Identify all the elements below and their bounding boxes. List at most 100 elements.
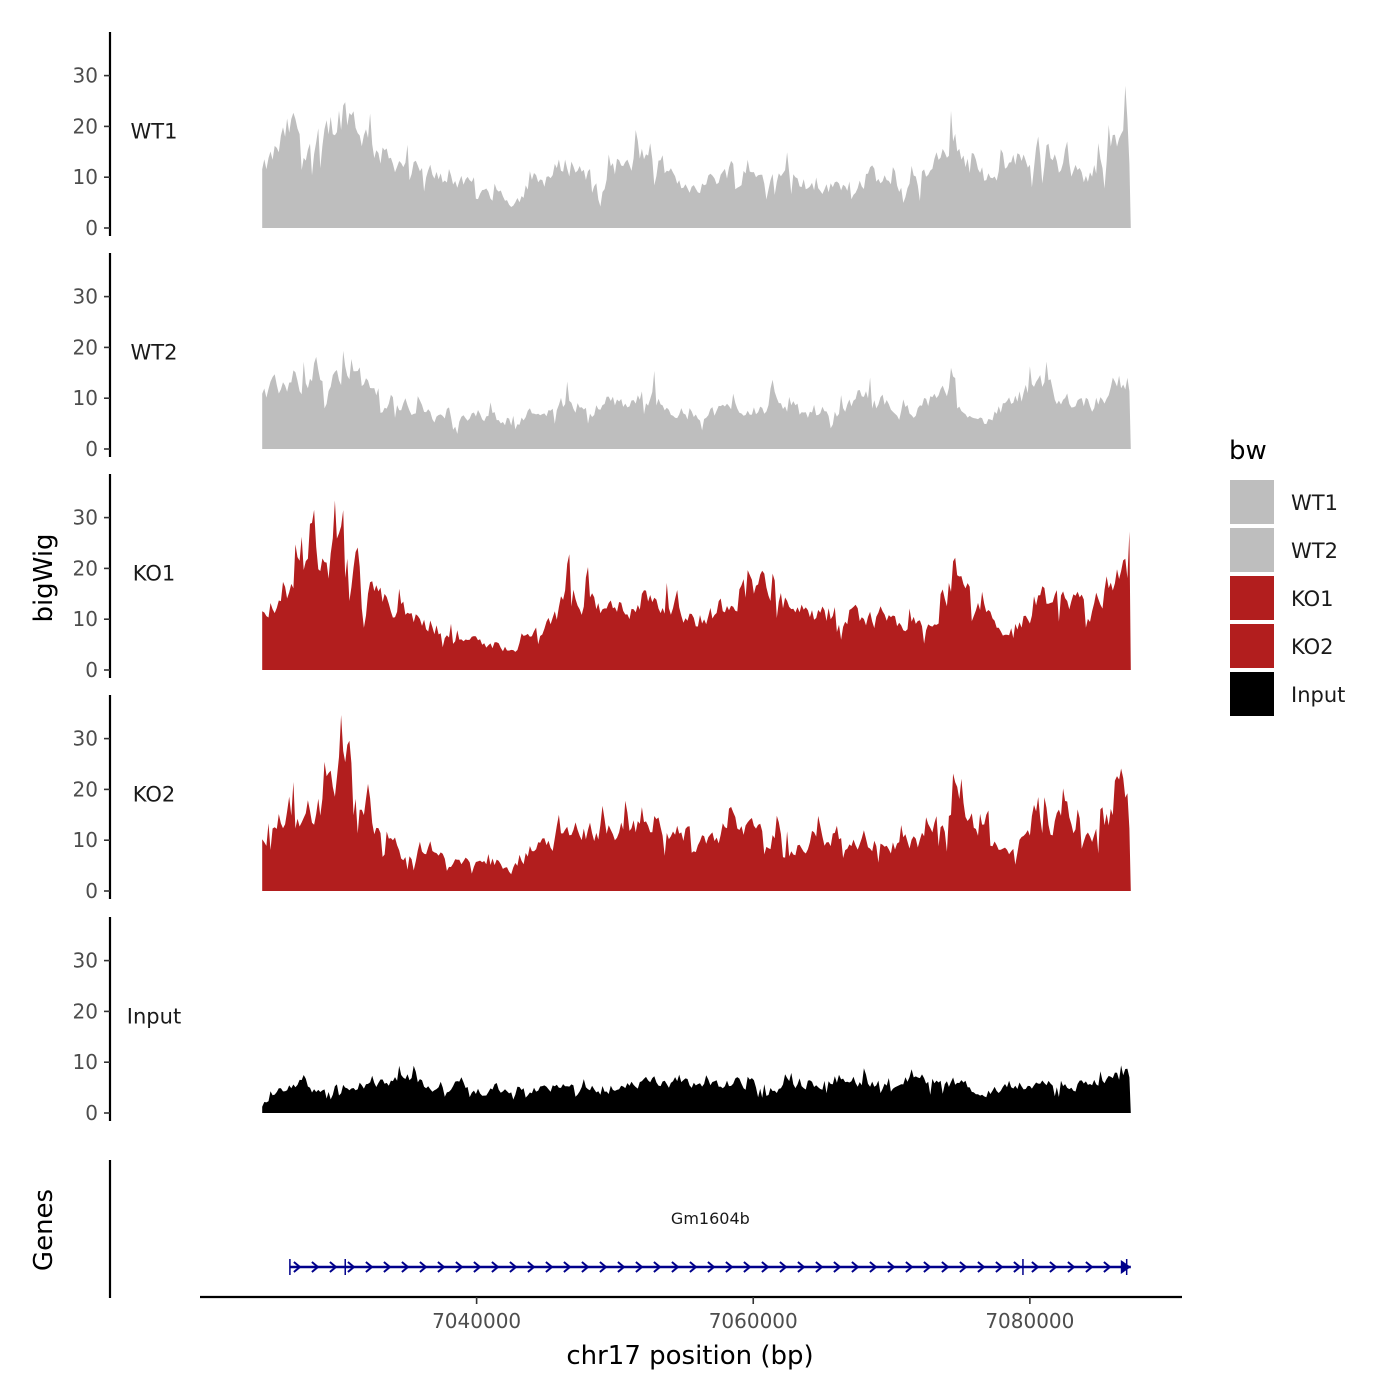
y-tick-label-input-0: 0 [85,1101,98,1125]
y-tick-label-ko1-20: 20 [73,556,98,580]
gene-strand-arrow [527,1261,536,1273]
gene-strand-arrow [311,1261,320,1273]
legend-key-ko2 [1230,624,1274,668]
track-input: 0 10 20 30 Input [73,917,1131,1125]
gene-strand-arrow [671,1261,680,1273]
gene-strand-arrow [401,1261,410,1273]
y-tick-label-ko1-30: 30 [73,506,98,530]
gene-strand-arrow [1031,1261,1040,1273]
y-tick-label-wt2-10: 10 [73,386,98,410]
gene-strand-arrow [581,1261,590,1273]
track-label-input: Input [127,1004,181,1028]
gene-strand-arrow [959,1261,968,1273]
legend-label-ko1: KO1 [1291,587,1334,611]
legend-key-ko1 [1230,576,1274,620]
gene-strand-arrow [617,1261,626,1273]
coverage-area-wt2 [262,350,1131,449]
gene-strand-arrow [473,1261,482,1273]
x-tick-label-7040000: 7040000 [432,1309,521,1333]
legend: WT1 WT2 KO1 KO2 Input [1230,480,1345,716]
gene-strand-arrow [797,1261,806,1273]
y-tick-label-wt1-30: 30 [73,64,98,88]
gene-strand-arrow [887,1261,896,1273]
y-tick-label-wt1-10: 10 [73,165,98,189]
gene-strand-arrow [761,1261,770,1273]
gene-strand-arrow [869,1261,878,1273]
gene-strand-arrow [455,1261,464,1273]
gene-strand-arrow [707,1261,716,1273]
x-axis: 7040000 7060000 7080000 [200,1295,1182,1333]
gene-strand-arrow [293,1261,302,1273]
gene-strand-arrow [653,1261,662,1273]
y-tick-label-wt1-0: 0 [85,216,98,240]
coverage-area-wt1 [262,85,1131,228]
legend-label-wt1: WT1 [1291,491,1338,515]
gene-strand-arrow [419,1261,428,1273]
gene-strand-arrow [1013,1261,1022,1273]
track-wt2: 0 10 20 30 WT2 [73,253,1131,461]
gene-strand-arrow [383,1261,392,1273]
y-tick-label-ko2-0: 0 [85,879,98,903]
gene-label-gm1604b: Gm1604b [671,1209,750,1228]
legend-label-ko2: KO2 [1291,635,1334,659]
gene-strand-arrow [977,1261,986,1273]
coverage-area-ko2 [262,715,1131,891]
gene-strand-arrow [689,1261,698,1273]
y-tick-label-input-20: 20 [73,999,98,1023]
track-label-ko1: KO1 [133,561,176,585]
gene-strand-arrow [347,1261,356,1273]
gene-strand-arrow [635,1261,644,1273]
gene-strand-arrow [923,1261,932,1273]
gene-strand-arrow [779,1261,788,1273]
gene-strand-arrow [995,1261,1004,1273]
legend-label-input: Input [1291,683,1345,707]
gene-end-arrow-gm1604b [1120,1260,1131,1274]
track-label-wt2: WT2 [131,340,178,364]
x-tick-label-7080000: 7080000 [985,1309,1074,1333]
gene-strand-arrow [437,1261,446,1273]
gene-strand-arrow [1103,1261,1112,1273]
coverage-tracks: 0 10 20 30 WT1 0 10 20 30 WT2 0 10 20 30 KO1 0 10 20 30 KO2… [73,32,1131,1125]
coverage-area-ko1 [262,500,1131,670]
gene-strand-arrow [725,1261,734,1273]
gene-strand-arrow [365,1261,374,1273]
track-label-ko2: KO2 [133,782,176,806]
y-tick-label-wt2-20: 20 [73,335,98,359]
y-tick-label-input-30: 30 [73,949,98,973]
legend-label-wt2: WT2 [1291,539,1338,563]
legend-title: bw [1229,436,1267,466]
legend-key-wt2 [1230,528,1274,572]
gene-strand-arrow [563,1261,572,1273]
y-axis-title: bigWig [29,533,59,622]
gene-strand-arrow [491,1261,500,1273]
gene-strand-arrow [599,1261,608,1273]
gene-strand-arrow [905,1261,914,1273]
gene-strand-arrow [1085,1261,1094,1273]
gene-strand-arrow [1067,1261,1076,1273]
y-tick-label-ko2-30: 30 [73,727,98,751]
y-tick-label-ko1-10: 10 [73,607,98,631]
gene-track-title: Genes [29,1189,59,1271]
gene-strand-arrow [509,1261,518,1273]
x-axis-title: chr17 position (bp) [566,1341,813,1371]
gene-strand-arrow [545,1261,554,1273]
coverage-area-input [262,1065,1131,1113]
y-tick-label-wt1-20: 20 [73,114,98,138]
y-tick-label-wt2-30: 30 [73,285,98,309]
gene-track: Gm1604b [108,1160,1131,1298]
y-tick-label-input-10: 10 [73,1050,98,1074]
y-tick-label-wt2-0: 0 [85,437,98,461]
gene-strand-arrow [329,1261,338,1273]
track-label-wt1: WT1 [131,119,178,143]
y-tick-label-ko1-0: 0 [85,658,98,682]
gene-strand-arrow [743,1261,752,1273]
gene-strand-arrow [941,1261,950,1273]
gene-strand-arrow [851,1261,860,1273]
y-tick-label-ko2-10: 10 [73,828,98,852]
legend-key-input [1230,672,1274,716]
track-wt1: 0 10 20 30 WT1 [73,32,1131,240]
gene-strand-arrow [1049,1261,1058,1273]
legend-key-wt1 [1230,480,1274,524]
x-tick-label-7060000: 7060000 [709,1309,798,1333]
